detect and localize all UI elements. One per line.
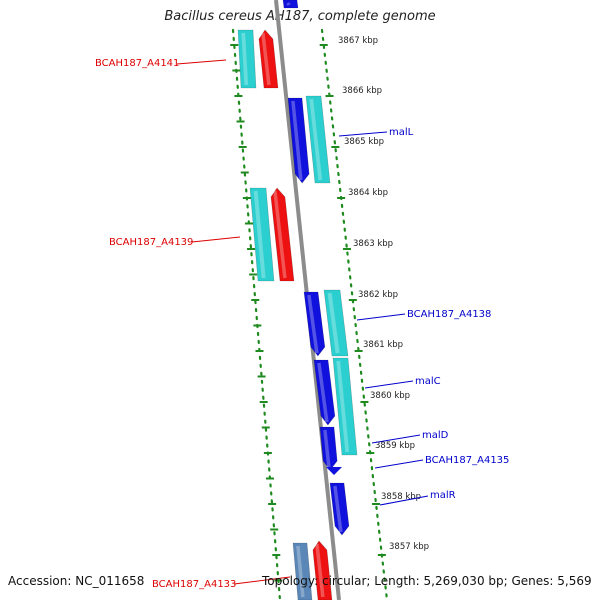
- gene-a4135-arrowhead: [326, 467, 342, 475]
- gene-label: malC: [415, 376, 441, 387]
- gene-a4138-blue-highlight: [307, 294, 319, 354]
- kbp-tick-label: 3858 kbp: [381, 492, 421, 502]
- kbp-tick-label: 3861 kbp: [363, 340, 403, 350]
- gene-label: BCAH187_A4139: [109, 237, 193, 248]
- kbp-tick-label: 3862 kbp: [358, 290, 398, 300]
- kbp-tick-label: 3857 kbp: [389, 542, 429, 552]
- kbp-tick-label: 3865 kbp: [344, 137, 384, 147]
- gene-a4139-cyan: [249, 187, 275, 282]
- gene-a4139-cyan-highlight: [253, 190, 266, 279]
- gene-a4141-cyan: [237, 29, 257, 89]
- gene-mald-highlight: [323, 429, 331, 468]
- gene-label: BCAH187_A4138: [407, 309, 491, 320]
- kbp-tick-label: 3864 kbp: [348, 188, 388, 198]
- genome-summary-text: Topology: circular; Length: 5,269,030 bp…: [262, 574, 592, 588]
- gene-a4139-red-highlight: [273, 190, 287, 279]
- gene-a4138-cyan-highlight: [327, 292, 340, 354]
- gene-a4138-blue: [303, 291, 326, 357]
- scale-guide-right: [320, 28, 389, 600]
- kbp-tick-label: 3859 kbp: [375, 441, 415, 451]
- gene-a4139-red: [270, 187, 295, 282]
- gene-label: malR: [430, 490, 456, 501]
- gene-top-partial: [282, 0, 299, 9]
- gene-label: malD: [422, 430, 449, 441]
- gene-malc-cyan: [332, 357, 358, 456]
- gene-mall-highlight: [291, 100, 303, 181]
- gene-malc-blue-highlight: [317, 362, 329, 423]
- gene-label-leader: [338, 131, 388, 137]
- gene-label: BCAH187_A4135: [425, 455, 509, 466]
- gene-label-leader: [191, 236, 241, 243]
- gene-malc-blue: [313, 359, 336, 426]
- gene-label: BCAH187_A4141: [95, 58, 179, 69]
- gene-a4133-steel: [292, 542, 313, 600]
- accession-text: Accession: NC_011658: [8, 574, 145, 588]
- gene-top-partial-highlight: [286, 2, 291, 6]
- gene-label-leader: [371, 434, 421, 444]
- gene-label: BCAH187_A4133: [152, 579, 236, 590]
- kbp-tick-label: 3863 kbp: [353, 239, 393, 249]
- kbp-tick-label: 3860 kbp: [370, 391, 410, 401]
- gene-malc-cyan-highlight: [336, 360, 350, 453]
- gene-label-leader: [176, 59, 227, 65]
- map-title: Bacillus cereus AH187, complete genome: [164, 9, 436, 24]
- kbp-tick-label: 3867 kbp: [338, 36, 378, 46]
- gene-a4133-red: [312, 540, 333, 600]
- gene-label-leader: [233, 576, 291, 585]
- gene-a4141-red: [258, 29, 279, 89]
- gene-label-leader: [364, 380, 414, 389]
- gene-malr-highlight: [333, 485, 343, 533]
- gene-malr: [329, 482, 350, 536]
- kbp-tick-label: 3866 kbp: [342, 86, 382, 96]
- scale-guide-left: [231, 28, 282, 600]
- gene-a4141-cyan-highlight: [241, 32, 249, 86]
- gene-mall-cyan: [305, 95, 331, 184]
- gene-a4133-red-highlight: [315, 543, 325, 598]
- gene-a4133-steel-highlight: [296, 545, 305, 598]
- gene-a4138-cyan: [323, 289, 349, 357]
- gene-mall-cyan-highlight: [309, 98, 323, 181]
- gene-label-leader: [356, 313, 406, 321]
- gene-mall: [287, 97, 310, 184]
- gene-a4141-red-highlight: [261, 32, 271, 86]
- gene-mald: [319, 426, 338, 471]
- gene-label: malL: [389, 127, 414, 138]
- gene-label-leader: [379, 495, 429, 506]
- gene-label-leader: [374, 459, 424, 469]
